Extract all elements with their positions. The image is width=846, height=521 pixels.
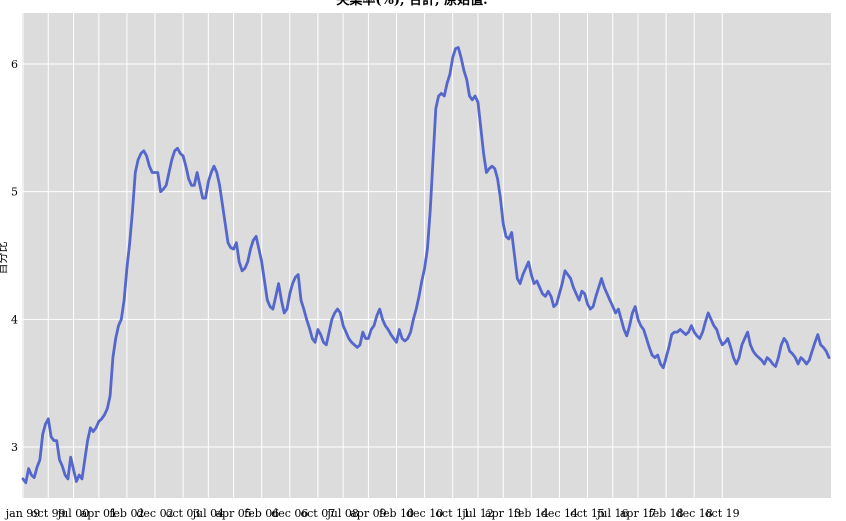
x-tick-label: jul 08 <box>325 507 359 520</box>
x-tick-label: dec 18 <box>676 507 713 520</box>
x-tick-label: feb 18 <box>649 507 684 520</box>
y-tick-label: 5 <box>11 186 18 199</box>
x-tick-label: jul 16 <box>595 507 629 520</box>
y-axis-label: 百分比 <box>0 242 9 275</box>
y-tick-label: 6 <box>11 58 18 71</box>
y-axis-ticks: 3 4 5 6 <box>11 58 18 454</box>
chart-title: 失業率(%), 合計, 原始值. <box>336 0 487 8</box>
x-tick-label: apr 13 <box>485 507 521 520</box>
y-tick-label: 3 <box>11 441 18 454</box>
x-tick-label: jul 12 <box>460 507 494 520</box>
x-tick-label: oct 99 <box>31 507 66 520</box>
x-tick-label: dec 02 <box>136 507 173 520</box>
x-tick-label: oct 07 <box>301 507 336 520</box>
x-tick-label: jul 00 <box>56 507 90 520</box>
x-tick-label: dec 10 <box>406 507 443 520</box>
series-line <box>21 46 831 485</box>
x-tick-label: oct 03 <box>166 507 201 520</box>
x-tick-label: apr 05 <box>215 507 251 520</box>
x-tick-label: jan 99 <box>4 507 41 520</box>
x-tick-label: oct 19 <box>705 507 740 520</box>
x-tick-label: apr 17 <box>620 507 656 520</box>
series-group <box>21 46 831 485</box>
x-tick-label: dec 06 <box>271 507 308 520</box>
x-tick-label: dec 14 <box>541 507 578 520</box>
x-tick-label: feb 10 <box>379 507 414 520</box>
x-tick-label: oct 15 <box>570 507 605 520</box>
x-tick-label: jul 04 <box>191 507 225 520</box>
x-tick-label: feb 14 <box>514 507 549 520</box>
x-tick-label: feb 02 <box>109 507 144 520</box>
x-tick-label: apr 01 <box>81 507 117 520</box>
x-tick-label: feb 06 <box>244 507 279 520</box>
y-tick-label: 4 <box>11 313 18 326</box>
x-tick-label: oct 11 <box>435 507 470 520</box>
x-tick-label: apr 09 <box>350 507 386 520</box>
